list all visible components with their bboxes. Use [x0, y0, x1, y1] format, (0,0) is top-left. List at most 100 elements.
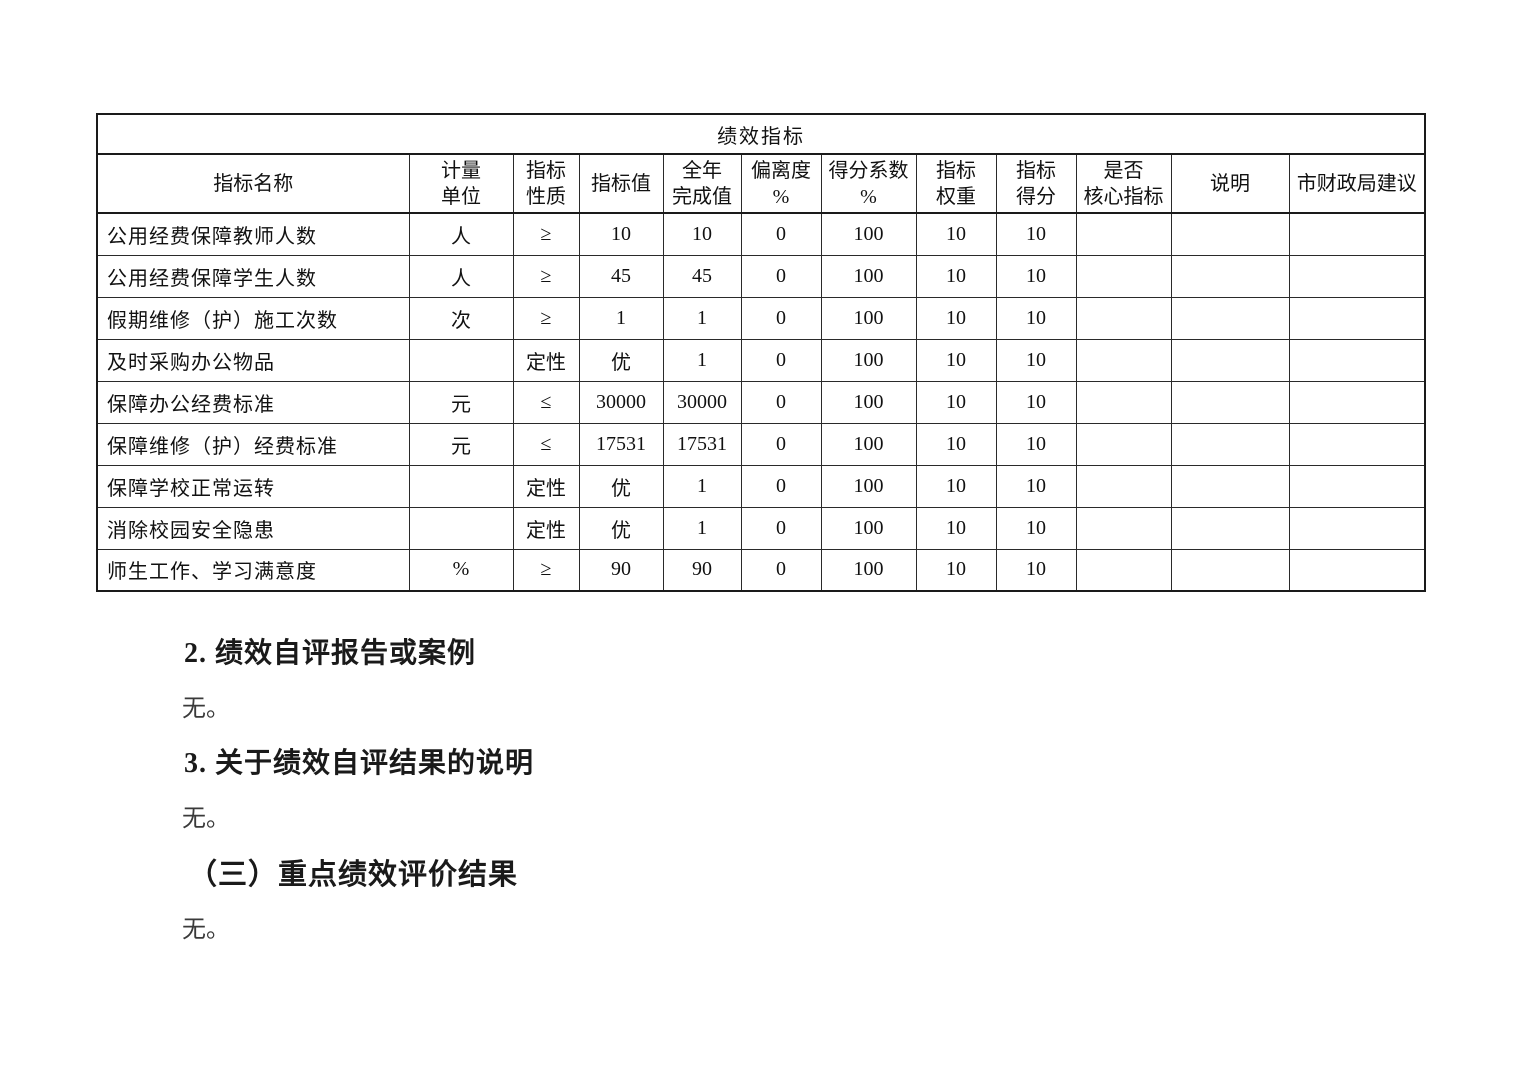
table-cell: 30000 — [662, 380, 742, 424]
table-cell — [1075, 338, 1172, 382]
table-cell — [1170, 380, 1290, 424]
table-cell — [1075, 422, 1172, 466]
table-row: 师生工作、学习满意度% ≥90 90 0 100 10 10 — [96, 548, 1426, 592]
table-cell: 10 — [915, 422, 997, 466]
table-cell — [1288, 254, 1426, 298]
table-cell: 100 — [820, 296, 917, 340]
table-cell: 45 — [578, 254, 664, 298]
table-cell: 0 — [740, 548, 822, 592]
table-cell: 元 — [408, 380, 514, 424]
header-nature: 指标 性质 — [512, 153, 580, 214]
table-cell — [1288, 338, 1426, 382]
table-cell — [1075, 548, 1172, 592]
table-cell: 90 — [578, 548, 664, 592]
table-cell: 10 — [995, 380, 1077, 424]
indicator-table-body: 公用经费保障教师人数人 ≥10 10 0 100 10 10 公用经费保障学生人数人 ≥45 45… — [96, 212, 1426, 592]
table-cell: 100 — [820, 380, 917, 424]
table-cell: 0 — [740, 380, 822, 424]
table-cell: 30000 — [578, 380, 664, 424]
table-cell: 10 — [578, 212, 664, 256]
table-cell: 元 — [408, 422, 514, 466]
table-cell: 10 — [915, 506, 997, 550]
table-cell — [1075, 464, 1172, 508]
indicator-table-container: 绩效指标 指标名称 计量 单位 指标 性质 指标值 全年 完成值 偏离度 % 得… — [96, 113, 1427, 592]
table-cell: 10 — [915, 464, 997, 508]
table-cell: 10 — [995, 338, 1077, 382]
header-score-coefficient: 得分系数 % — [820, 153, 917, 214]
table-cell — [1288, 212, 1426, 256]
table-row: 保障维修（护）经费标准元 ≤17531 17531 0 100 10 10 — [96, 422, 1426, 466]
table-title-row: 绩效指标 — [96, 113, 1426, 155]
table-cell: ≤ — [512, 380, 580, 424]
table-cell: 1 — [662, 464, 742, 508]
table-cell: 0 — [740, 464, 822, 508]
section-body-result-explanation: 无。 — [182, 806, 230, 832]
table-cell: ≥ — [512, 254, 580, 298]
table-cell: 10 — [995, 422, 1077, 466]
table-cell: 假期维修（护）施工次数 — [96, 296, 410, 340]
table-cell: 100 — [820, 254, 917, 298]
table-cell: 定性 — [512, 506, 580, 550]
table-cell: 100 — [820, 464, 917, 508]
table-cell: 定性 — [512, 464, 580, 508]
header-core-indicator: 是否 核心指标 — [1075, 153, 1172, 214]
table-cell: 优 — [578, 506, 664, 550]
table-cell — [1170, 338, 1290, 382]
section-heading-self-evaluation-report: 2. 绩效自评报告或案例 — [184, 638, 477, 669]
table-cell: 10 — [915, 296, 997, 340]
table-cell: 1 — [662, 338, 742, 382]
table-cell — [1170, 296, 1290, 340]
table-cell — [1288, 296, 1426, 340]
table-cell: 100 — [820, 338, 917, 382]
table-cell — [1288, 506, 1426, 550]
table-cell: 10 — [915, 212, 997, 256]
table-cell: 45 — [662, 254, 742, 298]
table-cell — [1288, 464, 1426, 508]
table-cell: 人 — [408, 254, 514, 298]
table-cell: 100 — [820, 548, 917, 592]
table-cell: 10 — [995, 296, 1077, 340]
table-cell: 人 — [408, 212, 514, 256]
table-cell — [1170, 548, 1290, 592]
table-cell: 10 — [915, 548, 997, 592]
table-cell: 0 — [740, 296, 822, 340]
table-cell: 0 — [740, 506, 822, 550]
table-row: 保障办公经费标准元 ≤30000 30000 0 100 10 10 — [96, 380, 1426, 424]
table-cell: 1 — [662, 506, 742, 550]
section-heading-key-evaluation-result: （三）重点绩效评价结果 — [188, 859, 519, 891]
table-cell: 100 — [820, 506, 917, 550]
table-cell: 0 — [740, 338, 822, 382]
table-cell: 公用经费保障教师人数 — [96, 212, 410, 256]
table-cell: 10 — [995, 548, 1077, 592]
table-row: 保障学校正常运转 定性优 1 0 100 10 10 — [96, 464, 1426, 508]
table-cell — [1288, 380, 1426, 424]
table-cell: 保障学校正常运转 — [96, 464, 410, 508]
header-annual-completion: 全年 完成值 — [662, 153, 742, 214]
table-cell: 师生工作、学习满意度 — [96, 548, 410, 592]
header-unit: 计量 单位 — [408, 153, 514, 214]
table-cell — [1170, 212, 1290, 256]
table-cell: 10 — [915, 380, 997, 424]
section-body-self-evaluation-report: 无。 — [182, 696, 230, 722]
table-cell: ≥ — [512, 212, 580, 256]
table-cell — [1170, 464, 1290, 508]
header-indicator-name: 指标名称 — [96, 153, 410, 214]
table-row: 公用经费保障学生人数人 ≥45 45 0 100 10 10 — [96, 254, 1426, 298]
table-cell: ≥ — [512, 548, 580, 592]
table-cell: 0 — [740, 254, 822, 298]
table-cell: 公用经费保障学生人数 — [96, 254, 410, 298]
table-cell: 优 — [578, 338, 664, 382]
table-header-row: 指标名称 计量 单位 指标 性质 指标值 全年 完成值 偏离度 % 得分系数 %… — [96, 153, 1426, 214]
table-cell: 90 — [662, 548, 742, 592]
table-cell: 1 — [578, 296, 664, 340]
table-cell: 17531 — [662, 422, 742, 466]
table-cell — [1288, 422, 1426, 466]
table-cell: 10 — [995, 506, 1077, 550]
table-cell: 保障维修（护）经费标准 — [96, 422, 410, 466]
table-cell — [1075, 506, 1172, 550]
header-finance-bureau-suggestion: 市财政局建议 — [1288, 153, 1426, 214]
table-cell: 100 — [820, 212, 917, 256]
table-cell — [1170, 422, 1290, 466]
table-cell — [408, 338, 514, 382]
table-cell: 及时采购办公物品 — [96, 338, 410, 382]
